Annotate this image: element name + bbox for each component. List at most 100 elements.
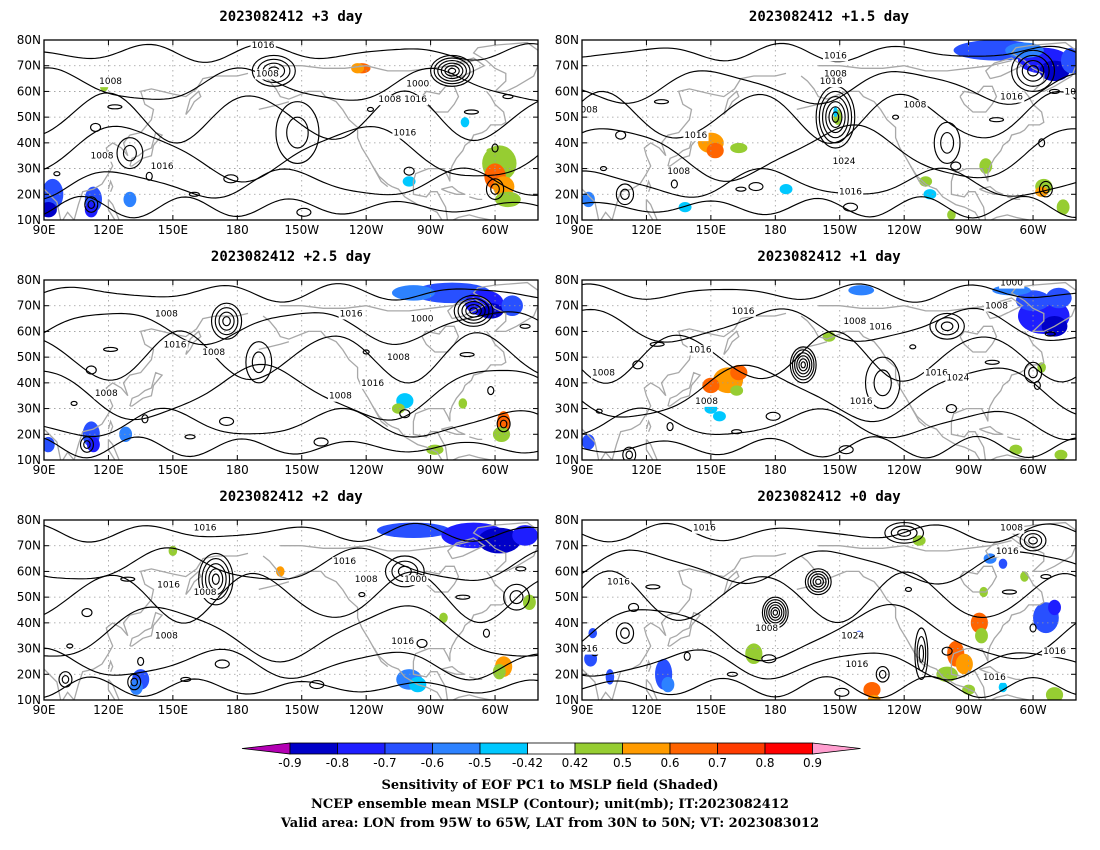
contour-label-background (327, 391, 354, 402)
contour-label: 1008 (155, 309, 178, 319)
lon-tick-label: 120W (887, 703, 922, 717)
lon-tick-label: 180 (764, 463, 787, 477)
contour-label: 1016 (820, 77, 843, 87)
pressure-contour-ring (286, 116, 309, 149)
contour-label-background (822, 69, 849, 80)
panel-title: 2023082412 +1 day (757, 249, 901, 265)
contour-label: 1008 (843, 317, 866, 327)
contour-label: 1016 (194, 524, 217, 534)
lat-tick-label: 10N (555, 213, 579, 227)
pressure-contour-ring (211, 573, 220, 585)
lat-tick-label: 50N (555, 350, 579, 364)
coastline (910, 405, 927, 428)
pressure-contour-ring (116, 137, 144, 170)
pressure-contour-ring (465, 304, 482, 318)
sensitivity-shade (1045, 687, 1064, 700)
pressure-contour-cell (649, 341, 665, 347)
contour-label: 1016 (164, 340, 187, 350)
pressure-contour (582, 570, 1076, 623)
pressure-contour-ring (918, 644, 925, 663)
contour-label: 1016 (824, 51, 847, 61)
coastline (129, 371, 164, 407)
coastline (258, 581, 290, 591)
pressure-contour-cell (313, 437, 329, 447)
coastline (372, 645, 389, 668)
coastline (989, 694, 1030, 700)
pressure-contour-cell (309, 679, 325, 690)
pressure-contour (582, 70, 1076, 105)
map-panel-2: 1016100810161008101610161024101610161008… (555, 9, 1077, 237)
lat-tick-label: 40N (555, 616, 579, 630)
pressure-contour-ring (214, 307, 239, 336)
sensitivity-shade (730, 142, 748, 154)
coastline (959, 565, 998, 593)
pressure-contour-cell (599, 165, 608, 172)
lon-tick-label: 120E (93, 223, 124, 237)
lon-tick-label: 60W (1019, 703, 1046, 717)
pressure-contour-ring (79, 436, 94, 453)
colorbar-segment (669, 742, 718, 755)
coastline (469, 196, 483, 201)
colorbar-level-label: 0.7 (708, 756, 727, 770)
pressure-contour-ring (84, 196, 99, 213)
colorbar-segment (764, 742, 813, 755)
contour-label-background (730, 306, 756, 317)
sensitivity-shade (391, 403, 405, 414)
lon-tick-label: 60W (481, 223, 508, 237)
pressure-contour-cell (66, 643, 74, 649)
contour-label-background (201, 348, 227, 358)
lon-tick-label: 90E (33, 223, 56, 237)
lat-tick-label: 70N (555, 299, 579, 313)
lat-tick-label: 50N (555, 110, 579, 124)
coastline (441, 425, 466, 435)
lat-tick-label: 70N (17, 539, 41, 553)
pressure-contour (582, 435, 1076, 459)
contour-label-background (153, 631, 180, 642)
pressure-contour-ring (251, 54, 296, 87)
coastline (667, 371, 702, 407)
pressure-contour-ring (275, 101, 320, 165)
pressure-contour-ring (130, 677, 139, 687)
pressure-contour-ring (768, 604, 783, 621)
coastline (645, 419, 652, 432)
coastline (800, 315, 881, 350)
pressure-contour-ring (58, 671, 73, 688)
pressure-contour-ring (1021, 59, 1045, 82)
pressure-contour (44, 363, 538, 421)
colorbar-level-label: -0.7 (373, 756, 396, 770)
sensitivity-shade (351, 63, 365, 74)
pressure-contour-ring (807, 570, 830, 593)
panel-frame (581, 519, 1077, 701)
contour-label: 1008 (378, 95, 401, 105)
pressure-contour-ring (935, 317, 960, 336)
pressure-contour (44, 283, 538, 303)
lon-tick-label: 60W (1019, 223, 1046, 237)
coastline (979, 185, 1004, 195)
lat-tick-label: 80N (17, 273, 41, 287)
lat-tick-label: 40N (17, 136, 41, 150)
map-panel-4: 1000100810161008101610161016102410161008… (555, 249, 1077, 477)
sensitivity-shade (44, 178, 64, 210)
contour-label-background (687, 345, 713, 356)
pressure-contour-cell (645, 584, 661, 590)
pressure-contour-cell (945, 403, 958, 414)
contour-label: 1008 (355, 575, 378, 585)
lat-tick-label: 70N (555, 59, 579, 73)
pressure-contour-cell (81, 607, 93, 618)
contour-label-background (403, 575, 429, 586)
pressure-contour-ring (620, 188, 630, 201)
contour-label-background (591, 368, 617, 379)
map-panel-1: 10161008100810081000101610161016100880N7… (17, 9, 539, 237)
pressure-contour-cell (107, 104, 123, 110)
panel-frame (43, 519, 539, 701)
lat-tick-label: 30N (555, 402, 579, 416)
contour-label-background (1042, 647, 1068, 658)
lat-tick-label: 60N (17, 324, 41, 338)
colorbar: -0.9 -0.8 -0.7 -0.6 -0.5 -0.42 0.42 0.5 0.6 0.7 0.… (241, 742, 861, 770)
pressure-contour-cell (892, 114, 900, 120)
colorbar-segment (432, 742, 481, 755)
coastline (446, 297, 486, 320)
colorbar-triangle-right (812, 742, 861, 755)
pressure-contour-cell (482, 628, 491, 638)
coastline (950, 90, 1045, 220)
